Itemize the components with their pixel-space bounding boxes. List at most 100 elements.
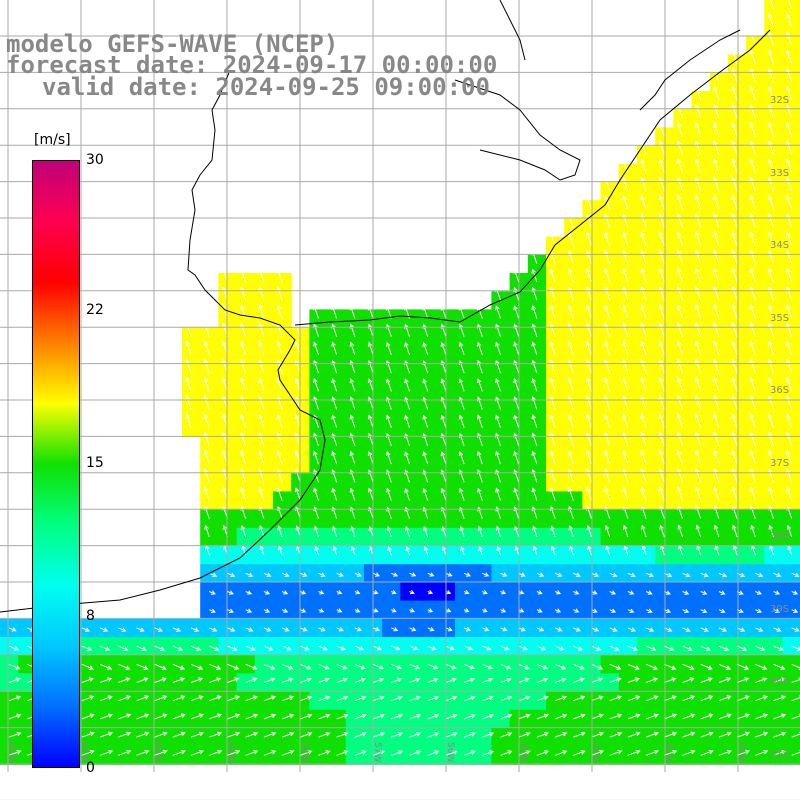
wind-cell (400, 309, 420, 329)
wind-arrow (640, 395, 647, 410)
wind-cell (728, 291, 747, 310)
wind-cell (200, 491, 219, 511)
wind-arrow (627, 731, 641, 738)
wind-arrow (731, 486, 738, 501)
wind-cell (546, 364, 565, 383)
wind-arrow (203, 486, 210, 501)
wind-arrow (99, 663, 113, 670)
wind-arrow (549, 341, 556, 356)
wind-cell (618, 509, 638, 529)
wind-cell (746, 36, 765, 56)
wind-arrow (245, 749, 259, 756)
wind-arrow (788, 0, 793, 10)
wind-cell (200, 436, 219, 456)
wind-cell (673, 218, 693, 238)
wind-cell (764, 109, 784, 128)
wind-arrow (336, 695, 349, 702)
wind-arrow (791, 627, 800, 632)
wind-arrow (676, 468, 683, 483)
wind-cell (309, 345, 329, 365)
wind-arrow (209, 731, 223, 738)
wind-arrow (190, 731, 205, 738)
wind-arrow (786, 13, 793, 28)
wind-arrow (372, 732, 385, 738)
lat-label-41s: 41S (770, 749, 790, 760)
wind-arrow (518, 627, 526, 632)
lat-label-32s: 32S (770, 95, 790, 106)
wind-cell (546, 509, 565, 529)
wind-cell (455, 382, 474, 401)
wind-arrow (554, 590, 562, 595)
wind-cell (673, 436, 693, 456)
wind-arrow (263, 590, 271, 595)
wind-cell (709, 163, 729, 183)
wind-arrow (240, 304, 247, 319)
wind-cell (345, 364, 365, 383)
wind-arrow (300, 627, 308, 632)
wind-arrow (81, 731, 95, 738)
wind-arrow (318, 695, 331, 702)
wind-arrow (81, 645, 93, 651)
wind-cell (254, 364, 274, 383)
wind-cell (673, 200, 693, 219)
wind-arrow (409, 732, 422, 738)
wind-cell (418, 455, 438, 474)
wind-cell (273, 364, 292, 383)
wind-cell (673, 509, 693, 529)
wind-cell (327, 527, 347, 547)
wind-cell (400, 509, 420, 529)
wind-arrow (554, 677, 567, 683)
wind-arrow (585, 377, 592, 392)
wind-arrow (700, 749, 714, 756)
wind-arrow (354, 663, 366, 670)
wind-arrow (336, 713, 349, 720)
wind-arrow (277, 525, 283, 538)
wind-arrow (609, 713, 623, 720)
wind-cell (618, 400, 638, 420)
wind-arrow (658, 267, 665, 283)
wind-cell (728, 72, 747, 92)
wind-arrow (391, 572, 399, 577)
wind-cell (218, 400, 238, 420)
wind-arrow (476, 414, 483, 428)
wind-cell (491, 327, 511, 347)
wind-arrow (640, 249, 647, 265)
wind-cell (236, 291, 256, 310)
wind-cell (491, 546, 511, 565)
wind-cell (746, 327, 765, 347)
wind-cell (618, 382, 638, 401)
wind-arrow (694, 358, 702, 374)
wind-arrow (536, 608, 543, 613)
wind-arrow (676, 140, 683, 155)
wind-cell (600, 364, 620, 383)
wind-cell (546, 382, 565, 401)
wind-cell (637, 455, 656, 474)
wind-cell (418, 400, 438, 420)
wind-arrow (496, 545, 501, 556)
wind-arrow (736, 677, 750, 683)
wind-arrow (731, 413, 738, 428)
wind-cell (473, 509, 492, 529)
wind-arrow (664, 695, 677, 702)
wind-arrow (445, 663, 457, 670)
wind-arrow (318, 713, 331, 720)
wind-arrow (694, 304, 702, 319)
wind-arrow (676, 449, 683, 465)
wind-arrow (554, 627, 563, 632)
wind-arrow (372, 663, 384, 670)
wind-cell (709, 291, 729, 310)
wind-cell (254, 291, 274, 310)
wind-arrow (495, 305, 501, 319)
wind-arrow (318, 663, 330, 670)
wind-arrow (658, 376, 665, 392)
wind-cell (400, 345, 420, 365)
wind-arrow (536, 645, 547, 651)
wind-arrow (755, 749, 769, 756)
wind-cell (691, 509, 711, 529)
wind-arrow (495, 525, 501, 538)
wind-arrow (767, 286, 774, 301)
wind-cell (691, 200, 711, 219)
wind-cell (637, 418, 656, 438)
wind-arrow (385, 414, 392, 428)
wind-cell (600, 182, 620, 201)
